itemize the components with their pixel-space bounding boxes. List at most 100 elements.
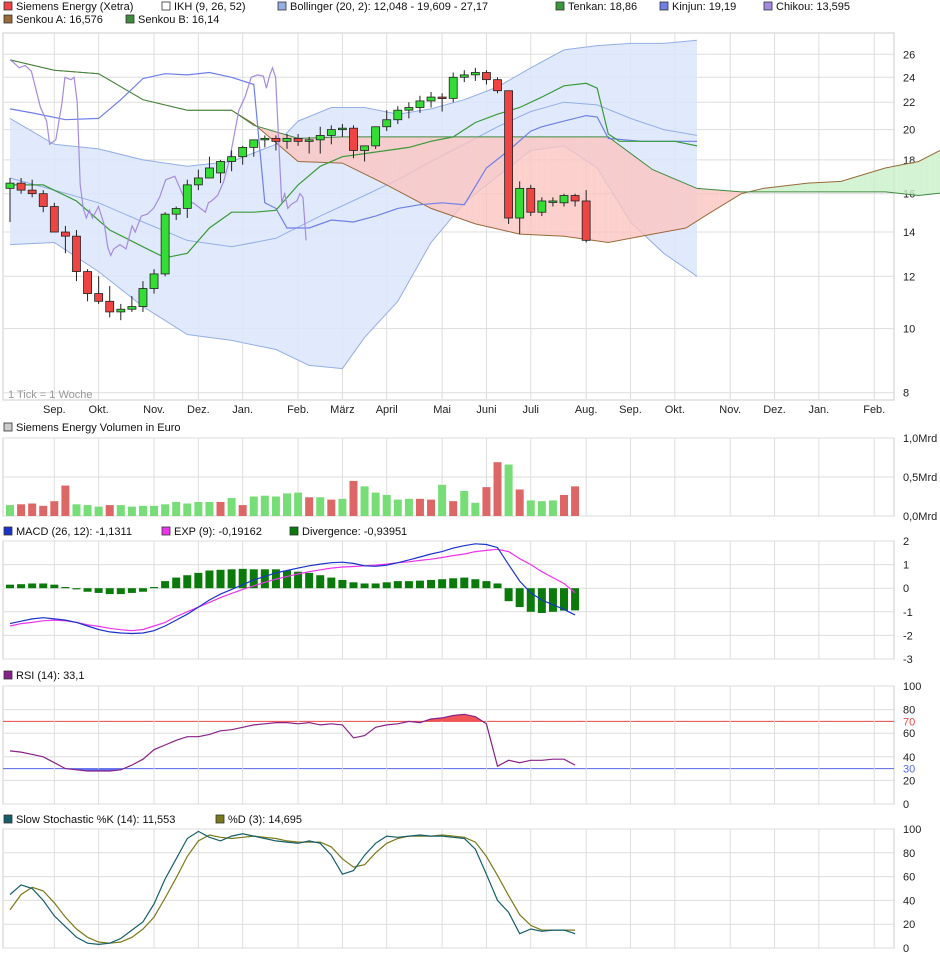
divergence-bar — [404, 581, 413, 589]
volume-bar — [526, 500, 535, 516]
exp-line — [9, 548, 576, 632]
rsi-overbought-area — [10, 714, 576, 722]
ichimoku-cloud-segment — [491, 136, 498, 229]
divergence-bar — [294, 571, 303, 589]
chikou-line — [9, 59, 307, 258]
stoch-y-tick-label: 0 — [903, 943, 909, 955]
candle-down — [271, 137, 281, 142]
macd-legend-swatch — [289, 526, 299, 536]
ichimoku-cloud-segment — [768, 187, 775, 192]
divergence-bar — [72, 588, 81, 590]
price-y-tick-label: 26 — [903, 49, 915, 61]
ichimoku-cloud-segment — [841, 179, 847, 192]
volume-bar — [393, 499, 402, 516]
rsi-y-tick-label: 20 — [903, 775, 915, 787]
divergence-bar — [183, 575, 192, 589]
price-y-tick-label: 20 — [903, 125, 915, 137]
volume-bar — [571, 486, 580, 516]
divergence-bar — [349, 582, 358, 589]
volume-y-tick-label: 1,0Mrd — [903, 433, 937, 445]
ichimoku-cloud-segment — [436, 136, 443, 213]
ichimoku-cloud-segment — [852, 176, 858, 192]
candle-up — [448, 76, 458, 99]
ichimoku-cloud-segment — [591, 136, 598, 241]
ichimoku-cloud-segment — [874, 169, 880, 192]
candle-down — [61, 231, 70, 237]
kinjun-line — [9, 71, 697, 229]
bollinger-band-fill — [10, 40, 697, 369]
price-legend-swatch — [3, 14, 13, 24]
candle-up — [116, 308, 126, 313]
ichimoku-cloud-segment — [691, 185, 697, 225]
candle-up — [459, 74, 469, 78]
rsi-y-tick-label: 30 — [903, 764, 915, 776]
divergence-bar — [415, 580, 424, 589]
ichimoku-cloud-segment — [879, 167, 886, 192]
ichimoku-cloud-segment — [901, 163, 908, 195]
ichimoku-cloud-segment — [791, 184, 797, 192]
ichimoku-cloud-segment — [730, 191, 736, 201]
ichimoku-cloud-segment — [835, 181, 841, 192]
volume-bar — [249, 496, 258, 516]
ichimoku-cloud-segment — [303, 137, 310, 162]
macd-y-tick-label: 1 — [903, 560, 909, 572]
ichimoku-cloud-segment — [414, 136, 420, 203]
stoch-y-tick-label: 80 — [903, 848, 915, 860]
divergence-bar — [305, 572, 314, 589]
divergence-bar — [94, 588, 103, 593]
rsi-line — [9, 713, 576, 772]
macd-y-tick-label: -1 — [903, 607, 913, 619]
ichimoku-cloud-segment — [325, 137, 332, 163]
price-legend-label: Chikou: 13,595 — [776, 1, 850, 13]
volume-title: Siemens Energy Volumen in Euro — [16, 422, 180, 434]
ichimoku-cloud-segment — [320, 137, 326, 163]
ichimoku-cloud-segment — [547, 136, 553, 236]
candle-up — [315, 135, 325, 141]
candle-up — [238, 146, 248, 158]
candle-down — [437, 96, 447, 99]
divergence-bar — [28, 583, 37, 589]
volume-bar — [216, 501, 225, 516]
candle-up — [382, 119, 392, 128]
volume-bar — [548, 500, 557, 516]
divergence-bar — [127, 588, 136, 593]
volume-bar — [72, 504, 81, 516]
price-x-tick-label: Feb. — [287, 404, 309, 416]
ichimoku-cloud-segment — [597, 136, 603, 242]
candle-down — [349, 127, 358, 151]
candle-down — [493, 79, 502, 92]
divergence-bar — [216, 569, 225, 589]
price-y-tick-label: 12 — [903, 271, 915, 283]
candle-up — [548, 200, 558, 203]
divergence-bar — [161, 581, 170, 589]
candle-up — [138, 288, 148, 307]
volume-bar — [371, 492, 380, 516]
divergence-bar — [371, 583, 380, 589]
stoch-legend-swatch — [3, 814, 13, 824]
volume-bar — [28, 503, 37, 516]
divergence-bar — [460, 577, 469, 589]
ichimoku-cloud-segment — [331, 137, 337, 163]
macd-legend-label: MACD (26, 12): -1,1311 — [16, 526, 132, 538]
price-x-tick-label: Mai — [433, 404, 451, 416]
volume-bar — [482, 487, 491, 516]
ichimoku-cloud-segment — [674, 178, 681, 230]
ichimoku-cloud-segment — [292, 136, 299, 162]
ichimoku-cloud-segment — [829, 181, 836, 192]
rsi-y-tick-label: 70 — [903, 716, 915, 728]
macd-y-tick-label: -3 — [903, 654, 913, 666]
ichimoku-cloud-segment — [785, 185, 792, 192]
ichimoku-cloud-segment — [680, 181, 686, 229]
volume-bar — [138, 505, 147, 516]
divergence-bar — [571, 588, 580, 611]
volume-bar — [83, 505, 92, 516]
candle-up — [360, 145, 369, 151]
volume-bar — [504, 464, 513, 516]
volume-bar — [471, 502, 480, 516]
stoch-d-line — [9, 834, 576, 944]
ichimoku-cloud-segment — [497, 136, 504, 231]
price-x-tick-label: Sep. — [43, 404, 66, 416]
macd-legend-swatch — [161, 526, 171, 536]
candle-up — [216, 161, 225, 174]
